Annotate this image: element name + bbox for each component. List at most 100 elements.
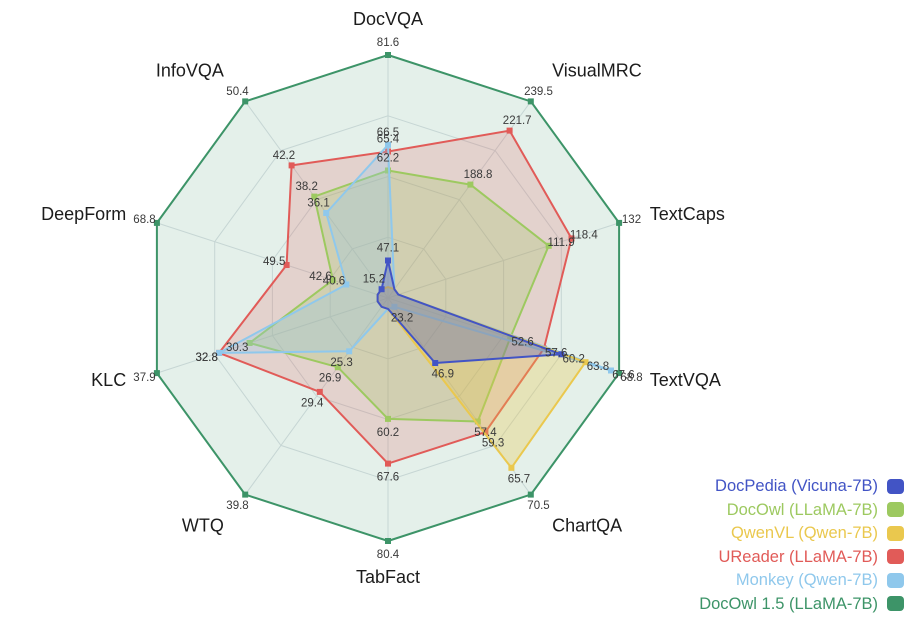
value-label: 62.2 bbox=[377, 153, 399, 165]
data-point bbox=[242, 98, 249, 105]
data-point bbox=[242, 491, 249, 498]
legend-swatch bbox=[887, 549, 904, 565]
data-point bbox=[527, 491, 534, 498]
value-label: 47.1 bbox=[377, 243, 399, 255]
value-label: 60.2 bbox=[377, 427, 399, 439]
value-label: 49.5 bbox=[263, 256, 285, 268]
value-label: 23.2 bbox=[391, 312, 413, 324]
data-point bbox=[385, 141, 391, 148]
value-label: 37.9 bbox=[133, 372, 155, 384]
value-label: 63.8 bbox=[587, 361, 609, 373]
value-label: 188.8 bbox=[464, 169, 493, 181]
legend-swatch bbox=[887, 596, 904, 612]
data-point bbox=[329, 277, 336, 284]
grid-spoke bbox=[387, 222, 620, 299]
value-label: 80.4 bbox=[377, 549, 400, 561]
axis-label-tabfact: TabFact bbox=[356, 567, 420, 587]
series-docowl-llama-7b bbox=[246, 167, 552, 425]
value-label: 15.2 bbox=[363, 274, 385, 286]
value-label: 50.4 bbox=[226, 86, 249, 98]
value-label: 239.5 bbox=[524, 86, 553, 98]
value-label: 57.6 bbox=[545, 348, 567, 360]
value-labels: 81.6 239.5 132 68.8 70.5 80.4 39.8 37.9 68.8 50.4… bbox=[133, 37, 642, 561]
axis-label-textvqa: TextVQA bbox=[650, 370, 721, 390]
legend-item-docpedia-vicuna-7b[interactable]: DocPedia (Vicuna-7B) bbox=[715, 478, 904, 495]
series-polygon bbox=[376, 259, 563, 364]
legend-item-label: DocOwl (LLaMA-7B) bbox=[726, 500, 878, 519]
grid-spoke bbox=[156, 222, 389, 299]
legend-item-docowl-llama-7b[interactable]: DocOwl (LLaMA-7B) bbox=[726, 500, 904, 519]
legend-item-label: DocPedia (Vicuna-7B) bbox=[715, 477, 878, 495]
value-label: 118.4 bbox=[570, 229, 599, 241]
value-label: 29.4 bbox=[301, 397, 324, 409]
value-label: 52.6 bbox=[511, 337, 533, 349]
legend-item-qwenvl-qwen-7b[interactable]: QwenVL (Qwen-7B) bbox=[731, 525, 904, 542]
data-point bbox=[378, 286, 385, 293]
value-label: 42.6 bbox=[309, 271, 331, 283]
data-point bbox=[153, 370, 160, 377]
value-label: 32.8 bbox=[196, 352, 218, 364]
grid-spoke bbox=[244, 297, 389, 495]
data-point bbox=[311, 193, 318, 200]
value-label: 32.8 bbox=[196, 352, 218, 364]
data-point bbox=[385, 415, 391, 422]
value-label: 60.2 bbox=[563, 353, 585, 365]
data-point bbox=[432, 360, 439, 366]
legend-item-docowl-1-5-llama-7b[interactable]: DocOwl 1.5 (LLaMA-7B) bbox=[699, 594, 904, 613]
value-label: 25.3 bbox=[330, 357, 352, 369]
axis-label-visualmrc: VisualMRC bbox=[552, 60, 642, 80]
data-point bbox=[343, 281, 350, 288]
value-label: 40.6 bbox=[323, 275, 345, 287]
grid-spoke bbox=[387, 101, 532, 299]
legend-item-label: DocOwl 1.5 (LLaMA-7B) bbox=[699, 594, 878, 613]
data-point bbox=[608, 367, 614, 374]
legend-item-label: QwenVL (Qwen-7B) bbox=[730, 524, 878, 542]
data-point bbox=[334, 364, 341, 371]
data-point bbox=[288, 162, 295, 169]
radar-grid bbox=[156, 54, 620, 542]
legend-item-ureader-llama-7b[interactable]: UReader (LLaMA-7B) bbox=[718, 547, 904, 566]
axis-names: DocVQA VisualMRC TextCaps TextVQA ChartQA Tab… bbox=[41, 9, 725, 587]
data-point bbox=[582, 359, 589, 366]
grid-spoke bbox=[156, 297, 389, 374]
value-label: 39.8 bbox=[226, 500, 248, 512]
value-label: 67.6 bbox=[377, 472, 399, 484]
data-point bbox=[316, 388, 323, 395]
axis-label-textcaps: TextCaps bbox=[650, 204, 725, 224]
data-point bbox=[391, 303, 398, 310]
value-label: 36.1 bbox=[307, 197, 329, 209]
legend-item-label: Monkey (Qwen-7B) bbox=[735, 571, 878, 589]
value-label: 68.8 bbox=[133, 214, 155, 226]
value-label: 111.9 bbox=[548, 237, 575, 249]
data-point bbox=[474, 418, 481, 425]
legend-swatch bbox=[887, 525, 904, 541]
data-point bbox=[467, 181, 474, 188]
data-point bbox=[508, 464, 515, 471]
value-label: 38.2 bbox=[296, 181, 318, 193]
value-label: 57.4 bbox=[474, 427, 497, 439]
value-label: 42.2 bbox=[273, 150, 295, 162]
legend-item-label: UReader (LLaMA-7B) bbox=[718, 547, 878, 566]
data-point bbox=[616, 370, 623, 377]
data-point bbox=[385, 460, 391, 467]
value-label: 65.7 bbox=[508, 473, 530, 485]
series-docowl-1-5-llama-7b bbox=[153, 52, 623, 544]
axis-label-chartqa: ChartQA bbox=[552, 516, 622, 536]
legend-swatch bbox=[887, 478, 904, 494]
value-label: 65.4 bbox=[377, 134, 400, 146]
data-point bbox=[153, 219, 160, 226]
axis-label-docvqa: DocVQA bbox=[353, 9, 423, 29]
value-label: 30.3 bbox=[226, 342, 248, 354]
axis-label-wtq: WTQ bbox=[182, 516, 224, 536]
value-label: 81.6 bbox=[377, 37, 399, 49]
data-point bbox=[507, 334, 514, 341]
value-label: 59.3 bbox=[482, 438, 504, 450]
data-point bbox=[385, 52, 391, 58]
legend-item-monkey-qwen-7b[interactable]: Monkey (Qwen-7B) bbox=[736, 572, 904, 589]
grid-spoke bbox=[244, 101, 389, 299]
legend-swatch bbox=[887, 502, 904, 518]
value-label: 132 bbox=[622, 214, 641, 226]
data-point bbox=[385, 538, 391, 544]
value-label: 46.9 bbox=[432, 369, 454, 381]
